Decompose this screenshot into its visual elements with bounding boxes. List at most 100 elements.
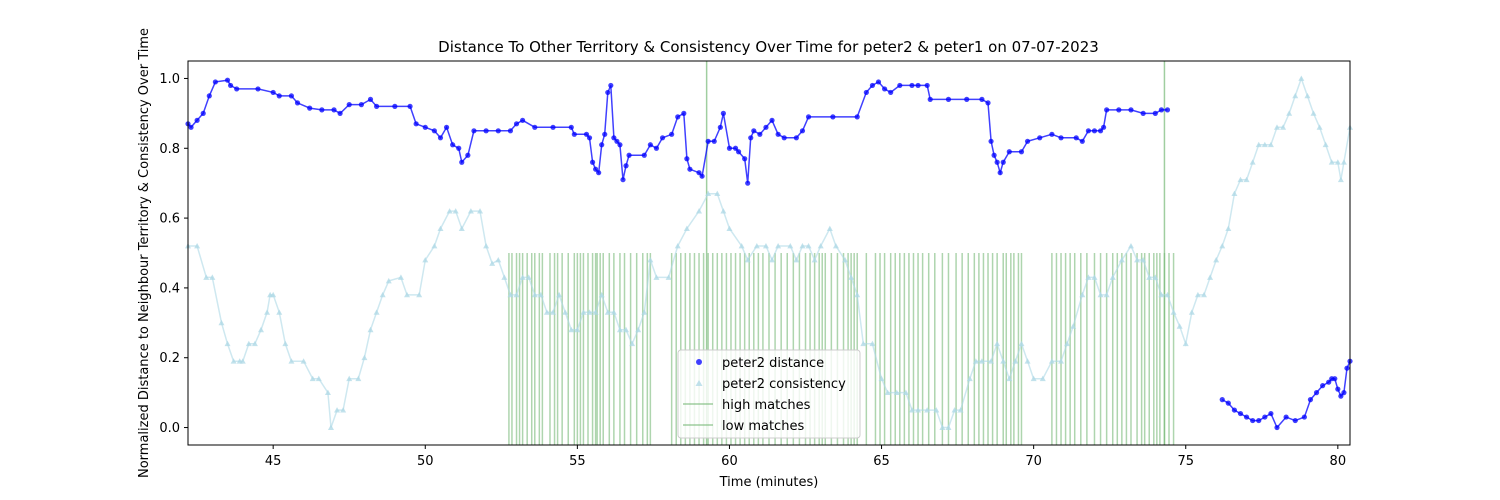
data-point-consistency [1030,375,1037,382]
data-point-distance [1085,128,1091,134]
data-point-distance [681,110,687,116]
x-tick-label: 55 [569,454,586,469]
data-point-consistency [1024,358,1031,364]
data-point-distance [964,96,970,102]
data-point-distance [276,93,282,99]
data-point-consistency [309,375,316,382]
data-point-distance [626,152,632,158]
data-point-consistency [568,326,575,333]
data-point-distance [596,170,602,176]
legend-label-low-matches: low matches [722,419,804,434]
data-point-distance [699,173,705,179]
data-point-distance [909,82,915,89]
data-point-distance [781,135,787,141]
data-point-distance [659,135,666,141]
data-point-consistency [315,375,322,382]
data-point-consistency [1118,256,1125,263]
data-point-consistency [957,407,964,413]
data-point-distance [614,138,620,144]
legend-label-high-matches: high matches [722,398,811,413]
data-point-distance [748,135,754,141]
data-point-distance [1104,107,1110,113]
data-point-distance [583,131,590,137]
data-point-distance [647,142,653,148]
data-point-consistency [230,358,237,364]
data-point-distance [863,89,869,96]
data-point-consistency [431,243,438,249]
data-point-consistency [902,389,909,396]
x-axis: 45 50 55 60 65 70 75 80 [265,445,1346,469]
data-point-consistency [367,326,374,333]
data-point-consistency [519,274,526,280]
data-point-consistency [854,291,861,298]
data-point-consistency [966,375,973,382]
x-axis-label: Time (minutes) [719,475,819,490]
data-point-distance [407,103,413,109]
x-tick-label: 70 [1025,454,1042,469]
data-point-consistency [416,291,423,298]
data-point-distance [1152,110,1158,116]
data-point-distance [571,131,577,137]
legend-box [677,349,861,439]
legend: peter2 distance peter2 consistency high … [677,349,861,439]
data-point-distance [881,86,888,92]
data-point-distance [985,100,991,106]
data-point-consistency [945,424,952,430]
plot-area [185,61,1353,445]
data-point-distance [1292,417,1298,424]
data-point-distance [224,77,231,83]
data-point-consistency [817,243,824,249]
data-point-distance [456,145,462,151]
data-point-distance [1332,376,1338,382]
data-point-consistency [610,309,617,315]
data-point-distance [994,159,1000,165]
data-point-consistency [1012,358,1019,364]
data-point-consistency [239,358,246,364]
data-point-consistency [489,260,496,266]
data-point-consistency [951,407,958,413]
data-point-distance [358,102,364,108]
x-tick-label: 60 [721,454,738,469]
data-point-distance [793,135,799,141]
data-point-consistency [1219,243,1226,249]
legend-label-distance: peter2 distance [722,356,824,371]
data-point-consistency [884,389,891,396]
data-point-distance [854,114,860,120]
data-point-consistency [762,243,769,249]
data-point-consistency [793,256,800,263]
data-point-consistency [258,326,265,333]
data-point-consistency [616,326,623,333]
data-point-distance [735,149,742,155]
data-point-distance [212,79,218,85]
data-point-distance [1000,159,1006,165]
y-tick-label: 0.4 [159,281,180,296]
data-point-consistency [753,243,760,249]
data-point-distance [288,93,295,99]
data-point-distance [450,142,456,148]
data-point-distance [924,82,930,89]
data-point-distance [888,89,894,96]
data-point-consistency [1006,375,1013,382]
data-point-consistency [446,208,453,214]
data-point-consistency [1237,176,1244,183]
data-point-consistency [787,243,794,249]
data-point-consistency [1304,92,1311,99]
data-point-consistency [598,291,605,298]
data-point-distance [227,82,234,89]
data-point-consistency [832,243,839,249]
data-point-distance [1018,149,1025,155]
y-tick-label: 0.6 [159,212,180,227]
data-point-distance [897,82,903,89]
chart-title: Distance To Other Territory & Consistenc… [438,38,1099,56]
data-point-distance [234,86,240,92]
data-point-distance [483,128,489,134]
data-point-consistency [924,407,931,413]
data-point-consistency [203,274,210,280]
data-point-consistency [224,340,231,347]
data-point-consistency [334,407,341,413]
data-point-consistency [893,389,900,396]
data-point-distance [1024,138,1031,144]
data-point-consistency [437,225,444,231]
legend-label-consistency: peter2 consistency [722,377,846,392]
data-point-consistency [537,291,544,298]
